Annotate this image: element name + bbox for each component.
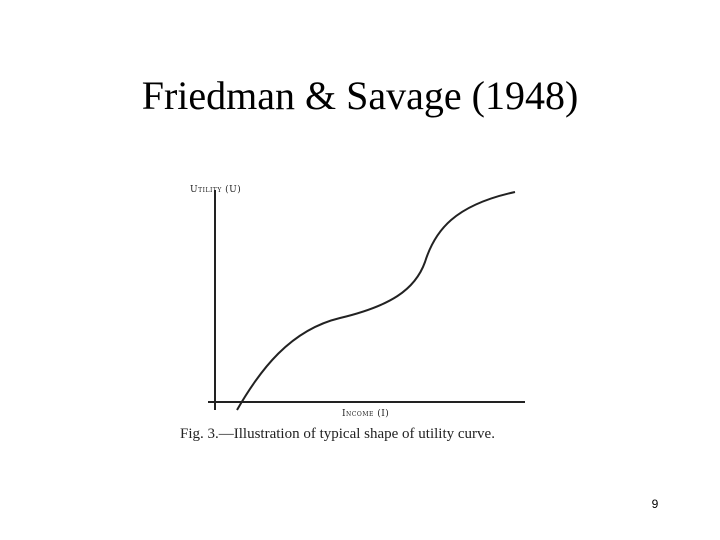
y-axis-label: Utility (U): [190, 184, 241, 195]
slide-title: Friedman & Savage (1948): [141, 73, 579, 118]
utility-curve: [236, 191, 516, 411]
x-axis-label: Income (I): [342, 408, 389, 419]
figure-caption: Fig. 3.—Illustration of typical shape of…: [180, 426, 495, 442]
page-number: 9: [651, 497, 659, 511]
